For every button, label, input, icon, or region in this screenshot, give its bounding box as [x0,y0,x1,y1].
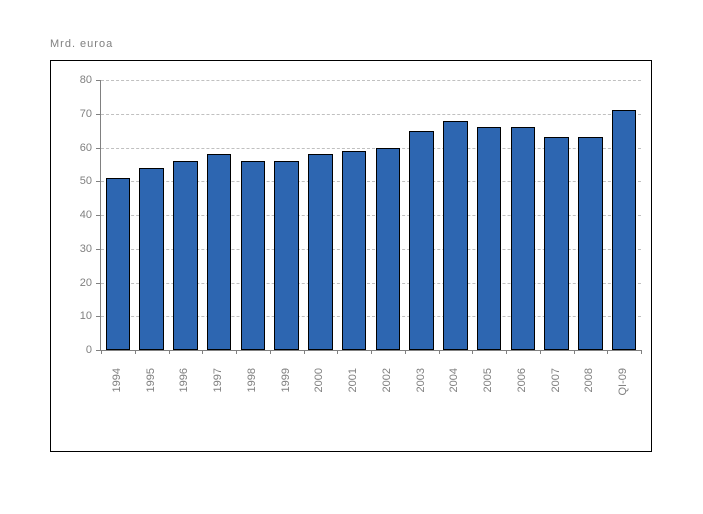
y-tick [96,316,100,317]
x-tick [169,350,170,354]
x-tick [506,350,507,354]
x-tick [607,350,608,354]
x-tick [270,350,271,354]
y-tick-label: 40 [52,209,92,221]
y-tick-label: 30 [52,243,92,255]
x-tick [405,350,406,354]
bar [443,121,467,351]
bar [106,178,130,350]
y-tick-label: 60 [52,142,92,154]
y-axis-title: Mrd. euroa [50,38,113,50]
y-tick-label: 50 [52,175,92,187]
bar [139,168,163,350]
y-tick-label: 80 [52,74,92,86]
x-tick [371,350,372,354]
bar [578,137,602,350]
y-tick [96,215,100,216]
x-tick [472,350,473,354]
bar [241,161,265,350]
bar [207,154,231,350]
bar [342,151,366,350]
x-tick-label: 2002 [381,368,393,418]
gridline [101,114,641,115]
x-tick-label: 2000 [313,368,325,418]
bar [409,131,433,350]
y-tick-label: 0 [52,344,92,356]
y-tick [96,114,100,115]
x-tick-label: 2006 [516,368,528,418]
gridline [101,80,641,81]
y-tick-label: 20 [52,277,92,289]
y-tick [96,350,100,351]
x-tick-label: 1998 [246,368,258,418]
y-tick [96,283,100,284]
x-tick [101,350,102,354]
x-tick-label: 2003 [415,368,427,418]
x-tick [304,350,305,354]
bar [511,127,535,350]
x-tick [202,350,203,354]
y-tick [96,148,100,149]
x-tick-label: 2007 [550,368,562,418]
bar [274,161,298,350]
x-tick [641,350,642,354]
bar [308,154,332,350]
x-tick-label: 2005 [482,368,494,418]
x-tick-label: 1996 [178,368,190,418]
x-tick [439,350,440,354]
x-tick [236,350,237,354]
y-tick [96,181,100,182]
y-tick [96,249,100,250]
bar [477,127,501,350]
bar [544,137,568,350]
x-tick-label: 2008 [583,368,595,418]
y-tick-label: 10 [52,310,92,322]
x-tick-label: 1995 [145,368,157,418]
x-tick-label: 1994 [111,368,123,418]
x-tick-label: 1997 [212,368,224,418]
bar [173,161,197,350]
x-tick-label: QI-09 [617,368,629,418]
x-tick-label: 2001 [347,368,359,418]
x-tick [574,350,575,354]
plot-area [100,80,641,351]
x-tick [135,350,136,354]
bar [612,110,636,350]
x-tick [540,350,541,354]
x-tick [337,350,338,354]
bar [376,148,400,351]
x-tick-label: 2004 [448,368,460,418]
y-tick-label: 70 [52,108,92,120]
x-tick-label: 1999 [280,368,292,418]
y-tick [96,80,100,81]
